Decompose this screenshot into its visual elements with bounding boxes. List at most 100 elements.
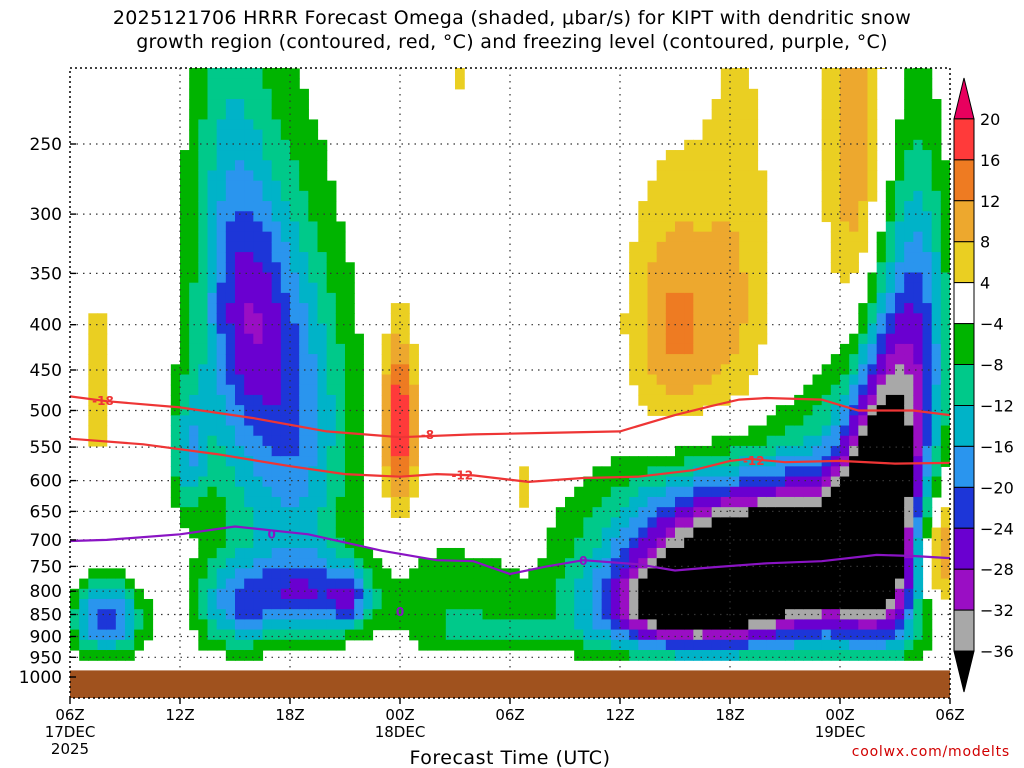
omega-cell: [904, 99, 914, 110]
omega-cell: [620, 507, 630, 518]
omega-cell: [885, 394, 896, 406]
omega-cell: [840, 445, 850, 457]
omega-cell: [730, 609, 740, 620]
omega-cell: [262, 507, 273, 518]
omega-cell: [335, 639, 346, 651]
omega-cell: [665, 272, 676, 284]
omega-cell: [235, 190, 245, 202]
omega-cell: [207, 88, 218, 100]
omega-cell: [684, 517, 694, 529]
omega-cell: [445, 588, 456, 600]
omega-cell: [629, 241, 639, 253]
omega-cell: [775, 445, 786, 457]
omega-cell: [638, 231, 649, 243]
omega-cell: [922, 139, 933, 151]
omega-cell: [180, 445, 190, 457]
omega-cell: [290, 272, 300, 284]
omega-cell: [381, 354, 392, 365]
omega-cell: [830, 160, 841, 172]
omega-cell: [803, 486, 814, 498]
omega-cell: [390, 425, 401, 437]
omega-cell: [189, 435, 199, 447]
omega-cell: [363, 598, 374, 610]
omega-cell: [335, 568, 346, 580]
omega-cell: [684, 241, 694, 253]
omega-cell: [794, 425, 804, 437]
y-tick-label: 950: [30, 648, 62, 668]
omega-cell: [931, 170, 942, 182]
omega-cell: [262, 527, 273, 539]
omega-cell: [317, 303, 328, 314]
omega-cell: [537, 588, 548, 600]
omega-cell: [464, 598, 474, 610]
omega-cell: [629, 466, 639, 478]
omega-cell: [225, 303, 236, 314]
omega-cell: [885, 211, 896, 223]
omega-cell: [739, 496, 749, 508]
omega-cell: [207, 578, 218, 590]
omega-cell: [170, 496, 181, 508]
omega-cell: [830, 99, 841, 110]
x-tick-label: 00Z: [825, 706, 854, 724]
omega-cell: [427, 609, 438, 620]
omega-cell: [262, 282, 273, 294]
omega-cell: [335, 476, 346, 488]
omega-cell: [876, 609, 887, 620]
omega-cell: [693, 160, 704, 172]
omega-cell: [922, 435, 933, 447]
omega-cell: [775, 527, 786, 539]
omega-cell: [354, 598, 364, 610]
omega-cell: [940, 517, 950, 529]
omega-cell: [895, 394, 905, 406]
omega-cell: [794, 568, 804, 580]
omega-cell: [913, 343, 924, 355]
omega-cell: [299, 292, 309, 304]
omega-cell: [638, 272, 649, 284]
omega-cell: [913, 558, 924, 569]
omega-cell: [253, 578, 264, 590]
omega-cell: [684, 364, 694, 376]
omega-cell: [931, 558, 942, 569]
omega-cell: [335, 333, 346, 345]
omega-cell: [922, 598, 933, 610]
omega-cell: [354, 619, 364, 631]
omega-cell: [904, 190, 914, 202]
omega-cell: [262, 231, 273, 243]
omega-cell: [840, 68, 850, 80]
omega-cell: [922, 507, 933, 518]
omega-cell: [913, 394, 924, 406]
omega-cell: [647, 517, 658, 529]
omega-cell: [335, 517, 346, 529]
omega-cell: [225, 292, 236, 304]
omega-cell: [885, 425, 896, 437]
omega-cell: [326, 435, 337, 447]
omega-cell: [207, 150, 218, 161]
omega-cell: [427, 619, 438, 631]
omega-cell: [510, 598, 520, 610]
omega-cell: [931, 272, 942, 284]
omega-cell: [720, 578, 731, 590]
omega-cell: [244, 252, 254, 263]
omega-cell: [684, 496, 694, 508]
omega-cell: [290, 221, 300, 233]
omega-cell: [280, 639, 291, 651]
omega-cell: [290, 201, 300, 212]
omega-cell: [620, 537, 630, 549]
omega-cell: [216, 303, 227, 314]
omega-cell: [455, 578, 465, 590]
omega-cell: [445, 639, 456, 651]
omega-cell: [775, 496, 786, 508]
omega-cell: [180, 354, 190, 365]
omega-cell: [335, 537, 346, 549]
omega-cell: [290, 180, 300, 192]
omega-cell: [665, 609, 676, 620]
omega-cell: [189, 99, 199, 110]
omega-cell: [766, 639, 777, 651]
omega-cell: [253, 333, 264, 345]
omega-cell: [88, 650, 99, 661]
omega-cell: [849, 78, 859, 90]
omega-cell: [940, 547, 950, 559]
y-tick-label: 650: [30, 502, 62, 522]
omega-cell: [88, 333, 99, 345]
omega-cell: [620, 588, 630, 600]
